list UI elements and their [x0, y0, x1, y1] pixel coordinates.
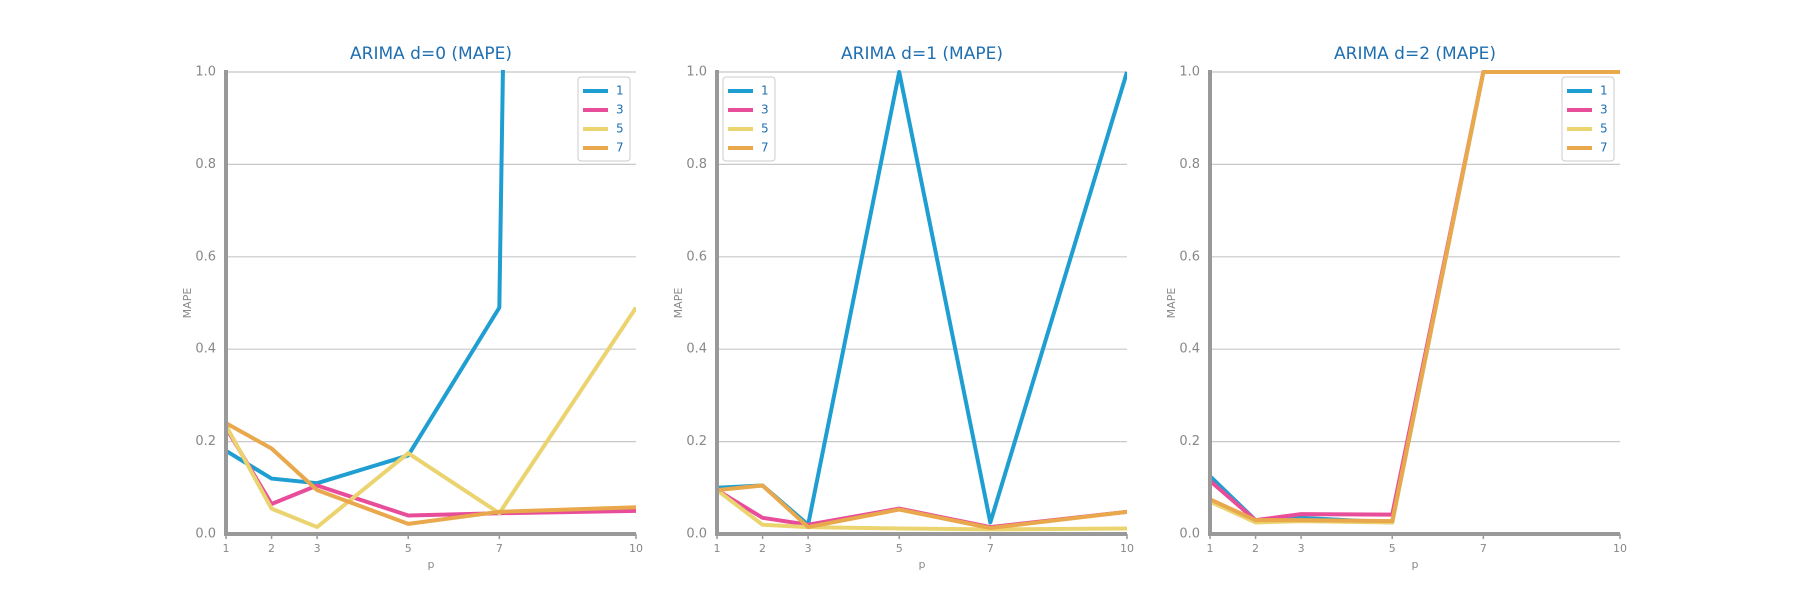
- legend-label: 1: [616, 84, 624, 98]
- legend-label: 3: [1600, 103, 1608, 117]
- x-tick-label: 10: [629, 542, 643, 555]
- series-line: [1210, 70, 1620, 523]
- legend-label: 1: [1600, 84, 1608, 98]
- series-line: [717, 483, 1127, 530]
- x-tick-label: 5: [896, 542, 903, 555]
- y-tick-label: 1.0: [1179, 65, 1200, 80]
- y-tick-label: 0.0: [195, 527, 216, 542]
- series-line: [226, 70, 505, 486]
- series-line: [1210, 70, 1620, 525]
- y-tick-label: 0.0: [1179, 527, 1200, 542]
- x-tick-label: 2: [1252, 542, 1259, 555]
- x-tick-label: 10: [1613, 542, 1627, 555]
- chart-title: ARIMA d=2 (MAPE): [1334, 44, 1496, 64]
- y-tick-label: 0.4: [686, 342, 707, 357]
- x-tick-label: 1: [714, 542, 721, 555]
- chart-panel: ARIMA d=1 (MAPE)0.00.20.40.60.81.01 2 3 5 7 1…: [672, 44, 1134, 571]
- series-line: [1210, 70, 1620, 524]
- x-tick-label: 7: [496, 542, 503, 555]
- x-tick-label: 2: [268, 542, 275, 555]
- y-tick-label: 0.2: [195, 434, 216, 449]
- legend-box: [722, 76, 776, 162]
- x-tick-label: 10: [1120, 542, 1134, 555]
- y-tick-label: 0.8: [195, 157, 216, 172]
- chart-panel: ARIMA d=2 (MAPE)0.00.20.40.60.81.01 2 3 5 7 1…: [1165, 44, 1627, 571]
- x-tick-label: 3: [805, 542, 812, 555]
- legend-label: 7: [1600, 141, 1608, 155]
- legend-box: [577, 76, 631, 162]
- legend: 1 3 5 7: [577, 76, 631, 162]
- y-tick-label: 0.6: [686, 249, 707, 264]
- legend-box: [1561, 76, 1615, 162]
- x-tick-label: 2: [759, 542, 766, 555]
- legend-label: 7: [616, 141, 624, 155]
- x-tick-label: 5: [405, 542, 412, 555]
- y-tick-label: 0.4: [1179, 342, 1200, 357]
- lines: [717, 70, 1127, 532]
- legend-label: 5: [1600, 122, 1608, 136]
- y-tick-label: 0.8: [686, 157, 707, 172]
- y-tick-label: 1.0: [195, 65, 216, 80]
- legend-label: 5: [761, 122, 769, 136]
- x-axis-label: p: [919, 558, 926, 571]
- y-axis-label: MAPE: [672, 288, 685, 319]
- legend-label: 3: [761, 103, 769, 117]
- y-tick-label: 0.2: [686, 434, 707, 449]
- lines: [226, 70, 636, 530]
- y-tick-label: 0.2: [1179, 434, 1200, 449]
- y-tick-label: 0.0: [686, 527, 707, 542]
- x-tick-label: 3: [314, 542, 321, 555]
- series-line: [717, 488, 1127, 532]
- y-axis-label: MAPE: [181, 288, 194, 319]
- x-tick-label: 3: [1298, 542, 1305, 555]
- chart-panel: ARIMA d=0 (MAPE)0.00.20.40.60.81.01 2 3 5 7 1…: [181, 44, 643, 571]
- legend-label: 5: [616, 122, 624, 136]
- y-axis-label: MAPE: [1165, 288, 1178, 319]
- series-line: [1210, 70, 1620, 525]
- legend: 1 3 5 7: [722, 76, 776, 162]
- x-axis-label: p: [1412, 558, 1419, 571]
- series-line: [226, 426, 636, 518]
- series-line: [226, 306, 636, 530]
- x-axis-label: p: [428, 558, 435, 571]
- series-line: [717, 70, 1127, 527]
- y-tick-label: 0.8: [1179, 157, 1200, 172]
- x-tick-label: 1: [223, 542, 230, 555]
- legend-label: 7: [761, 141, 769, 155]
- series-line: [226, 421, 636, 526]
- x-tick-label: 1: [1207, 542, 1214, 555]
- legend: 1 3 5 7: [1561, 76, 1615, 162]
- chart-title: ARIMA d=0 (MAPE): [350, 44, 512, 64]
- legend-label: 1: [761, 84, 769, 98]
- y-tick-label: 0.6: [1179, 249, 1200, 264]
- x-tick-label: 5: [1389, 542, 1396, 555]
- chart-title: ARIMA d=1 (MAPE): [841, 44, 1003, 64]
- x-tick-label: 7: [1480, 542, 1487, 555]
- legend-label: 3: [616, 103, 624, 117]
- y-tick-label: 0.4: [195, 342, 216, 357]
- series-line: [717, 488, 1127, 530]
- x-tick-label: 7: [987, 542, 994, 555]
- lines: [1210, 70, 1620, 525]
- y-tick-label: 0.6: [195, 249, 216, 264]
- y-tick-label: 1.0: [686, 65, 707, 80]
